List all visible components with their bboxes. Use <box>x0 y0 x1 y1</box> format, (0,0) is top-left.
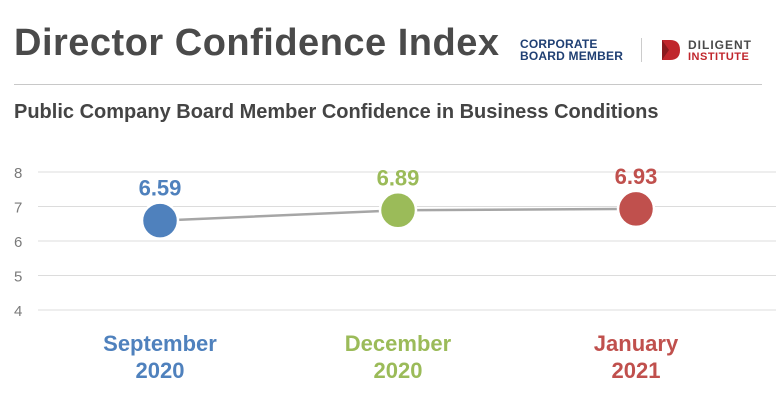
y-tick-label: 8 <box>14 165 22 182</box>
data-point <box>140 201 180 240</box>
x-tick-label-line2: 2020 <box>135 358 185 383</box>
data-label: 6.89 <box>377 165 420 190</box>
x-tick-label: September 2020 <box>60 330 260 384</box>
x-tick-label-line1: September <box>103 331 217 356</box>
y-tick-label: 7 <box>14 200 22 217</box>
y-tick-label: 4 <box>14 303 22 320</box>
data-point <box>616 189 656 229</box>
header-divider <box>14 84 762 85</box>
x-tick-label-line1: January <box>593 331 679 356</box>
x-tick-label-line2: 2021 <box>611 358 661 383</box>
x-tick-label: January 2021 <box>536 330 736 384</box>
logo-diligent-line1: DILIGENT <box>688 38 752 52</box>
page-title: Director Confidence Index <box>14 22 500 64</box>
data-label: 6.59 <box>139 176 182 201</box>
y-tick-label: 6 <box>14 234 22 251</box>
diligent-institute-logo: DILIGENT INSTITUTE <box>660 36 770 66</box>
chart-title: Public Company Board Member Confidence i… <box>14 101 659 123</box>
logo-diligent-line2: INSTITUTE <box>688 51 750 63</box>
x-tick-label: December 2020 <box>298 330 498 384</box>
x-tick-label-line1: December <box>344 331 452 356</box>
logo-divider <box>641 38 642 62</box>
logo-cbm-line1: CORPORATE <box>520 37 598 51</box>
y-tick-label: 5 <box>14 269 22 286</box>
diligent-d-icon <box>662 40 680 60</box>
data-label: 6.93 <box>615 164 658 189</box>
x-tick-label-line2: 2020 <box>373 358 423 383</box>
logo-cbm-line2: BOARD MEMBER <box>520 49 624 63</box>
corporate-board-member-logo: CORPORATE BOARD MEMBER <box>520 38 623 62</box>
data-point <box>378 191 418 230</box>
